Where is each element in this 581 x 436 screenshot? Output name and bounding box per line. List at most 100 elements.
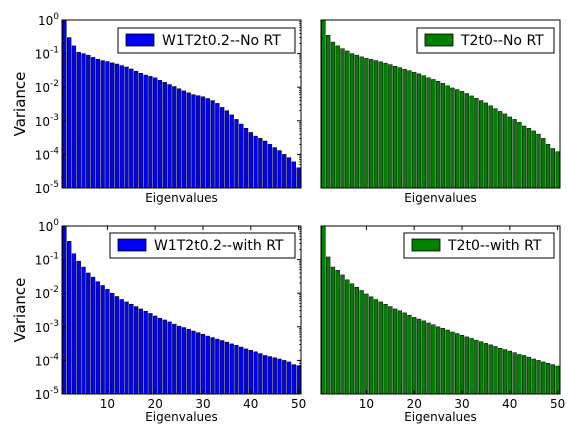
y-tick-label: 10-3	[35, 319, 59, 335]
bar	[253, 351, 258, 395]
bar	[224, 341, 230, 395]
bar	[296, 365, 301, 395]
bar	[402, 69, 407, 189]
bar	[388, 306, 393, 395]
bar	[267, 356, 273, 395]
bar	[119, 299, 124, 395]
bar	[416, 73, 422, 189]
bar	[536, 360, 541, 395]
bar	[416, 318, 422, 395]
bar	[335, 270, 340, 395]
bar	[90, 57, 96, 189]
y-tick-label: 10-2	[35, 285, 59, 301]
x-axis-label: Eigenvalues	[145, 191, 218, 205]
bar	[105, 289, 110, 395]
y-tick-label: 10-4	[35, 146, 60, 162]
bar	[167, 321, 172, 395]
bar	[253, 135, 258, 189]
bar	[426, 322, 431, 395]
bar	[114, 63, 120, 189]
bar	[234, 345, 239, 395]
bar	[81, 266, 86, 395]
bar	[412, 317, 417, 395]
bar	[229, 114, 234, 189]
bar	[517, 354, 522, 395]
bar	[239, 123, 244, 189]
bar	[129, 68, 134, 189]
bar	[326, 35, 331, 189]
bar	[258, 353, 263, 395]
x-axis-label: Eigenvalues	[145, 410, 218, 424]
bar	[71, 253, 77, 395]
legend-swatch	[424, 33, 454, 47]
bar	[373, 60, 379, 189]
bar	[421, 320, 426, 395]
bar	[526, 128, 532, 189]
bar	[455, 333, 460, 395]
bar	[191, 330, 196, 395]
chart-panel-4: 10 20 30 40 50 Eigenvalues T2t0--with RT	[320, 225, 565, 424]
bar	[445, 85, 450, 189]
bar	[469, 338, 474, 395]
legend: T2t0--No RT	[416, 27, 555, 54]
bar	[440, 328, 446, 395]
bar	[272, 147, 277, 189]
bar	[181, 327, 187, 395]
bar	[71, 45, 77, 189]
x-tick-label: 10	[359, 397, 374, 411]
x-axis-label: Eigenvalues	[404, 191, 477, 205]
x-tick-label: 50	[291, 397, 306, 411]
bar	[243, 348, 249, 395]
bar	[162, 82, 167, 189]
bar	[243, 128, 249, 189]
legend: W1T2t0.2--with RT	[109, 232, 296, 259]
bar	[191, 94, 196, 189]
y-tick-label: 10-2	[35, 79, 59, 95]
bar	[474, 339, 479, 395]
bar	[502, 349, 508, 395]
legend: W1T2t0.2--No RT	[117, 27, 296, 54]
bar	[210, 337, 215, 395]
bar	[200, 334, 206, 395]
bar	[110, 62, 115, 189]
bar	[95, 58, 101, 189]
bar	[407, 315, 412, 395]
bar	[219, 340, 225, 395]
x-tick-label: 20	[148, 397, 163, 411]
bar	[186, 328, 191, 395]
bar	[431, 324, 436, 395]
bar	[531, 130, 536, 189]
bar	[215, 103, 220, 189]
bar	[286, 361, 292, 395]
bar	[291, 161, 296, 189]
bar	[498, 348, 503, 395]
bar	[378, 61, 383, 189]
x-axis-label: Eigenvalues	[404, 410, 477, 424]
bar	[488, 344, 493, 395]
bar	[277, 358, 282, 395]
y-tick-label: 10-4	[35, 352, 60, 368]
bar	[138, 73, 144, 189]
bar	[248, 132, 253, 189]
bar	[469, 95, 474, 189]
bar	[378, 301, 383, 395]
bar	[262, 355, 268, 395]
legend-swatch	[411, 238, 441, 252]
y-tick-label: 10-3	[35, 113, 59, 129]
bar	[133, 70, 139, 189]
bar	[455, 89, 460, 189]
bar	[153, 77, 158, 189]
x-tick-label: 50	[550, 397, 565, 411]
bar	[277, 150, 282, 189]
axes-frame	[320, 225, 561, 395]
bar	[531, 358, 536, 395]
bar	[354, 287, 360, 395]
bar	[555, 151, 560, 189]
bar	[483, 343, 489, 395]
bar	[502, 113, 508, 189]
bar	[474, 97, 479, 189]
bar	[388, 64, 393, 189]
bar	[369, 296, 374, 395]
y-tick-label: 100	[38, 218, 59, 234]
